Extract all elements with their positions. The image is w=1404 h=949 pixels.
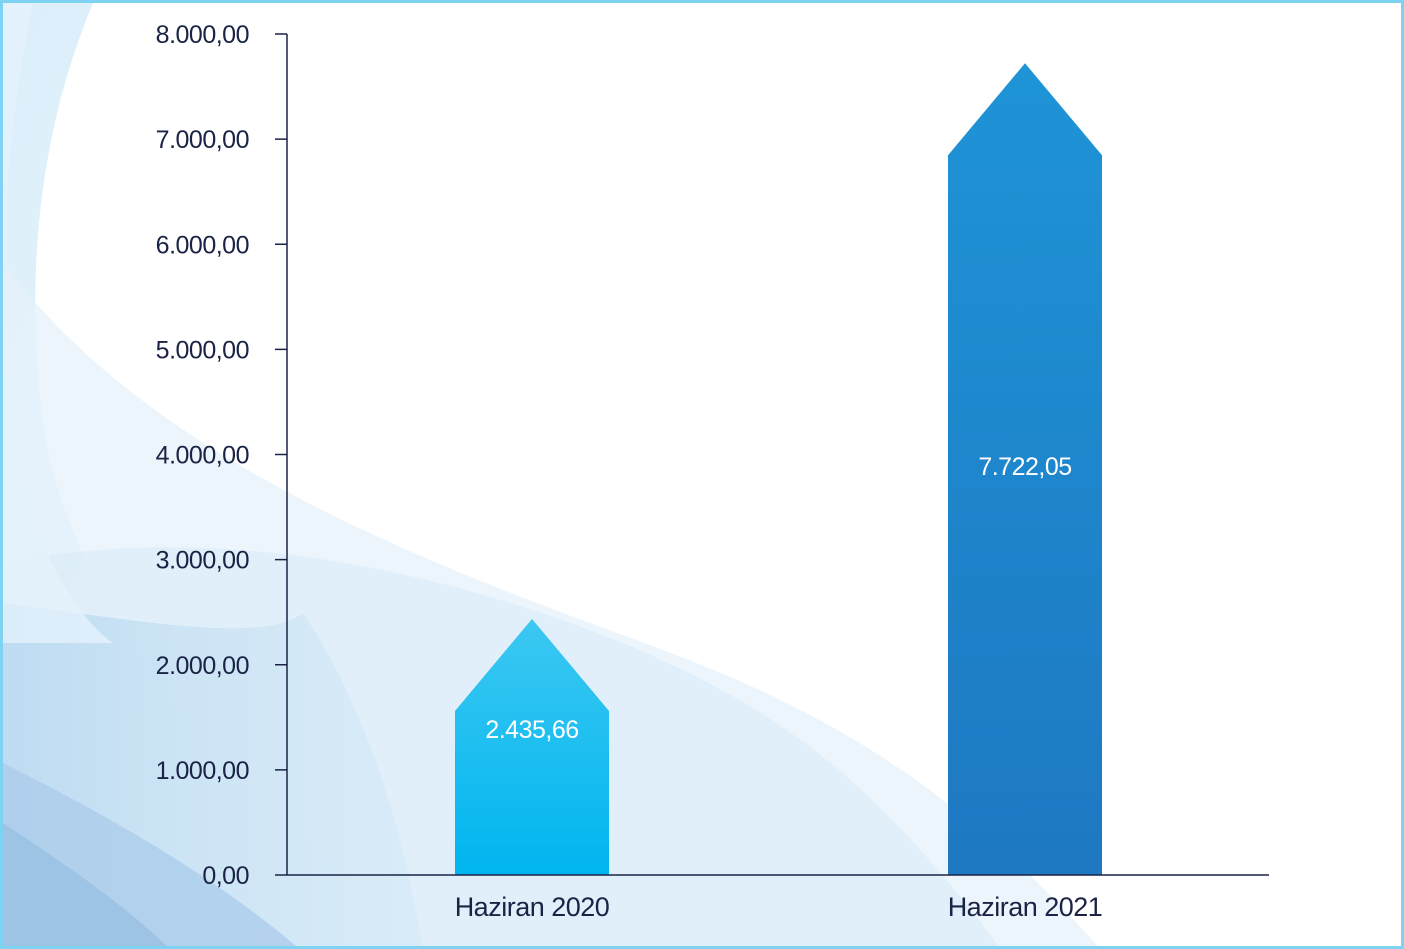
x-axis-labels: Haziran 2020 Haziran 2021 <box>455 892 1103 922</box>
bar-chart: 0,00 1.000,00 2.000,00 3.000,00 4.000,00 5.00… <box>3 3 1269 946</box>
y-tick-label: 0,00 <box>202 862 249 890</box>
y-axis-ticks: 0,00 1.000,00 2.000,00 3.000,00 4.000,00 5.00… <box>156 21 287 890</box>
bars-group <box>455 63 1102 876</box>
y-tick-label: 2.000,00 <box>156 652 249 680</box>
bar <box>455 618 609 875</box>
y-tick-label: 6.000,00 <box>156 231 249 259</box>
data-labels: 2.435,66 7.722,05 <box>485 453 1072 744</box>
y-tick-label: 5.000,00 <box>156 336 249 364</box>
y-tick-label: 1.000,00 <box>156 757 249 785</box>
y-tick-label: 4.000,00 <box>156 442 249 470</box>
y-tick-label: 3.000,00 <box>156 547 249 575</box>
bar-value-label: 7.722,05 <box>978 453 1071 481</box>
x-category-label: Haziran 2020 <box>455 892 610 922</box>
y-tick-label: 8.000,00 <box>156 21 249 49</box>
bar <box>948 63 1102 876</box>
bar-value-label: 2.435,66 <box>485 716 578 744</box>
x-category-label: Haziran 2021 <box>948 892 1103 922</box>
plot-area: 0,00 1.000,00 2.000,00 3.000,00 4.000,00 5.00… <box>156 21 1269 922</box>
y-tick-label: 7.000,00 <box>156 126 249 154</box>
